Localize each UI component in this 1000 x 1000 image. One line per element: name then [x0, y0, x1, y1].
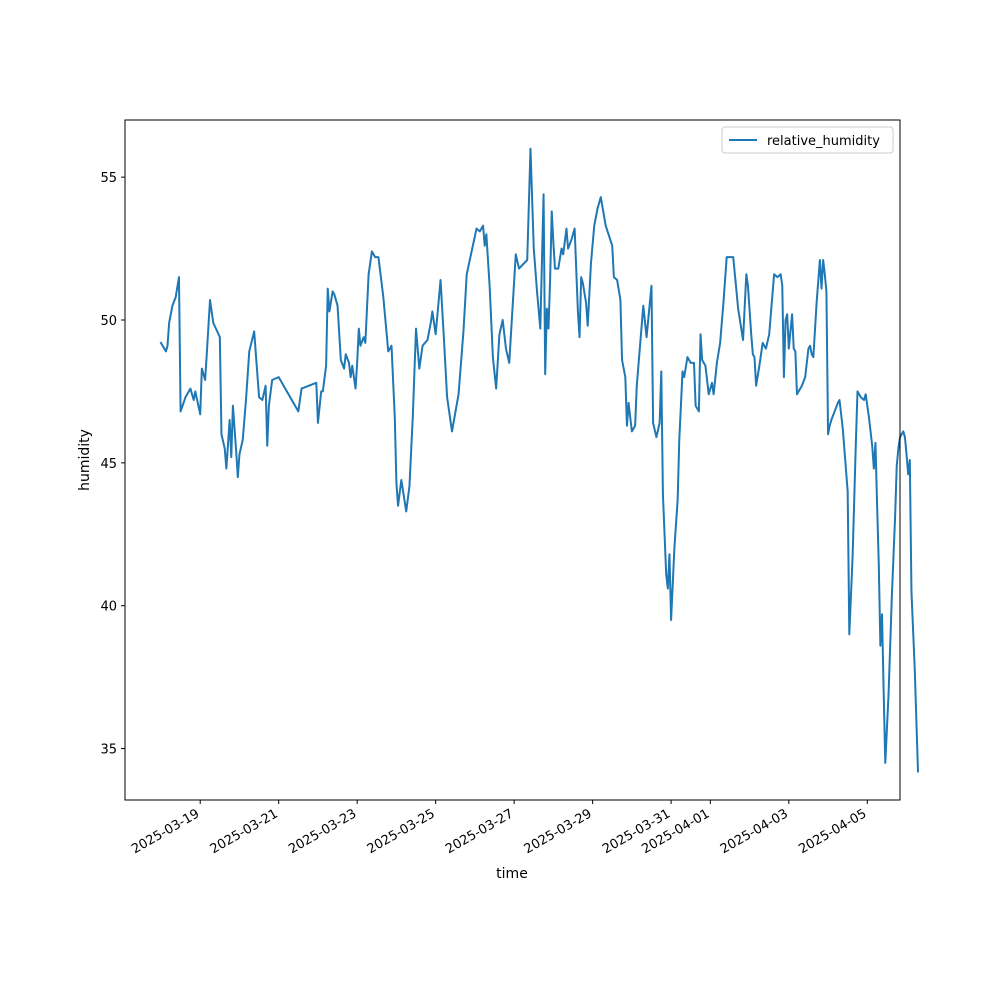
legend-series-label: relative_humidity — [767, 134, 880, 149]
legend: relative_humidity — [721, 126, 894, 154]
y-tick-label: 55 — [100, 171, 117, 186]
axes-frame — [124, 119, 901, 801]
series-line-0 — [159, 147, 920, 773]
y-axis-ticks: 35 40 45 50 55 — [100, 171, 125, 758]
y-axis-label: humidity — [77, 429, 93, 491]
y-tick-label: 50 — [100, 314, 117, 329]
plot-area — [159, 147, 920, 773]
y-tick-label: 45 — [100, 457, 117, 472]
y-tick-label: 40 — [100, 600, 117, 615]
legend-box — [721, 126, 894, 154]
x-axis-label: time — [496, 866, 528, 882]
y-tick-label: 35 — [100, 743, 117, 758]
